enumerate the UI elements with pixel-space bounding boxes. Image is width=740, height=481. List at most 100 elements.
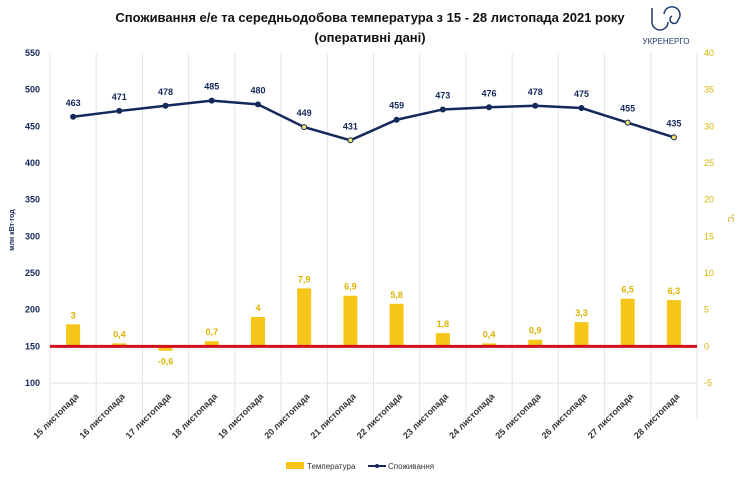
consumption-point [208,97,215,104]
consumption-point [301,124,308,131]
consumption-point [578,105,585,111]
y-tick-label: 250 [25,268,40,278]
temperature-data-label: 6,3 [668,286,681,296]
x-tick-label: 23 листопада [401,391,451,441]
temperature-bar [66,324,81,347]
temperature-bar [250,317,265,347]
consumption-point [393,116,400,123]
logo-icon [651,6,681,31]
y2-tick-label: 25 [704,158,714,168]
x-tick-label: 25 листопада [493,391,543,441]
consumption-data-label: 431 [343,121,358,131]
y-tick-label: 300 [25,231,40,241]
temperature-bar [528,339,543,347]
y2-tick-label: 30 [704,121,714,131]
x-tick-label: 22 листопада [355,391,405,441]
consumption-point [162,102,169,109]
x-tick-label: 21 листопада [309,391,359,441]
y2-tick-label: -5 [704,378,712,388]
legend-label-consumption: Споживання [388,462,434,471]
y-tick-label: 450 [25,121,40,131]
temperature-data-label: -0,6 [158,356,174,366]
y2-tick-label: 40 [704,48,714,58]
x-tick-label: 28 листопада [632,391,682,441]
legend-label-temperature: Температура [307,462,356,471]
consumption-data-label: 480 [250,85,265,95]
y2-axis-label: °C [726,214,735,223]
temperature-data-label: 6,5 [621,285,634,295]
y2-tick-label: 10 [704,268,714,278]
consumption-point [486,104,493,111]
consumption-data-label: 478 [158,87,173,97]
consumption-data-label: 475 [574,89,589,99]
consumption-point [254,101,261,108]
x-tick-label: 18 листопада [170,391,220,441]
y-tick-label: 200 [25,305,40,315]
temperature-bar [666,300,681,347]
temperature-data-label: 0,4 [483,329,496,339]
consumption-point [116,107,123,114]
x-tick-label: 17 листопада [124,391,174,441]
consumption-line [72,99,675,142]
temperature-data-label: 3 [71,310,76,320]
consumption-data-label: 449 [297,108,312,118]
temperature-bar [297,288,312,347]
chart-subtitle: (оперативні дані) [314,30,425,45]
temperature-data-label: 3,3 [575,308,588,318]
chart-title: Споживання е/е та середньодобова темпера… [115,10,625,25]
y2-tick-label: 20 [704,195,714,205]
temperature-data-label: 7,9 [298,274,311,284]
consumption-point [670,134,677,141]
consumption-point [347,137,354,144]
temperature-data-label: 4 [255,303,260,313]
temperature-bar [343,295,358,347]
x-tick-label: 24 листопада [447,391,497,441]
temperature-data-label: 0,4 [113,329,126,339]
legend: Температура Споживання [286,462,434,471]
y2-tick-label: 35 [704,85,714,95]
consumption-data-label: 476 [482,88,497,98]
legend-marker [375,464,379,468]
x-tick-label: 15 листопада [31,391,81,441]
consumption-point [624,119,631,126]
temperature-bar [620,298,635,347]
y2-tick-label: 5 [704,305,709,315]
y2-tick-label: 15 [704,231,714,241]
consumption-data-label: 471 [112,92,127,102]
x-tick-label: 26 листопада [540,391,590,441]
temperature-bar [204,341,219,347]
consumption-point [439,106,446,113]
temperature-data-label: 0,9 [529,326,542,336]
consumption-data-label: 478 [528,87,543,97]
consumption-data-label: 459 [389,101,404,111]
temperature-data-label: 1,8 [437,319,450,329]
x-tick-label: 20 листопада [262,391,312,441]
y-tick-label: 150 [25,341,40,351]
y-tick-label: 550 [25,48,40,58]
temperature-bar [435,333,450,347]
legend-swatch-temperature [286,462,304,469]
logo: УКРЕНЕРГО [643,6,690,46]
logo-text: УКРЕНЕРГО [643,37,690,46]
consumption-data-label: 455 [620,104,635,114]
y-axis-label: млн кВт·год [9,209,16,251]
y-tick-label: 350 [25,195,40,205]
temperature-bar [574,322,589,347]
y-tick-label: 500 [25,85,40,95]
temperature-bar [389,303,404,347]
temperature-bar [158,346,173,351]
temperature-data-label: 6,9 [344,282,357,292]
y-tick-label: 400 [25,158,40,168]
x-tick-label: 19 листопада [216,391,266,441]
consumption-data-label: 473 [435,90,450,100]
consumption-point [70,113,77,120]
consumption-point [532,102,539,109]
x-tick-label: 27 листопада [586,391,636,441]
temperature-data-label: 0,7 [205,327,218,337]
consumption-data-label: 435 [666,118,681,128]
temperature-data-label: 5,8 [390,290,403,300]
y2-tick-label: 0 [704,341,709,351]
consumption-data-label: 485 [204,82,219,92]
